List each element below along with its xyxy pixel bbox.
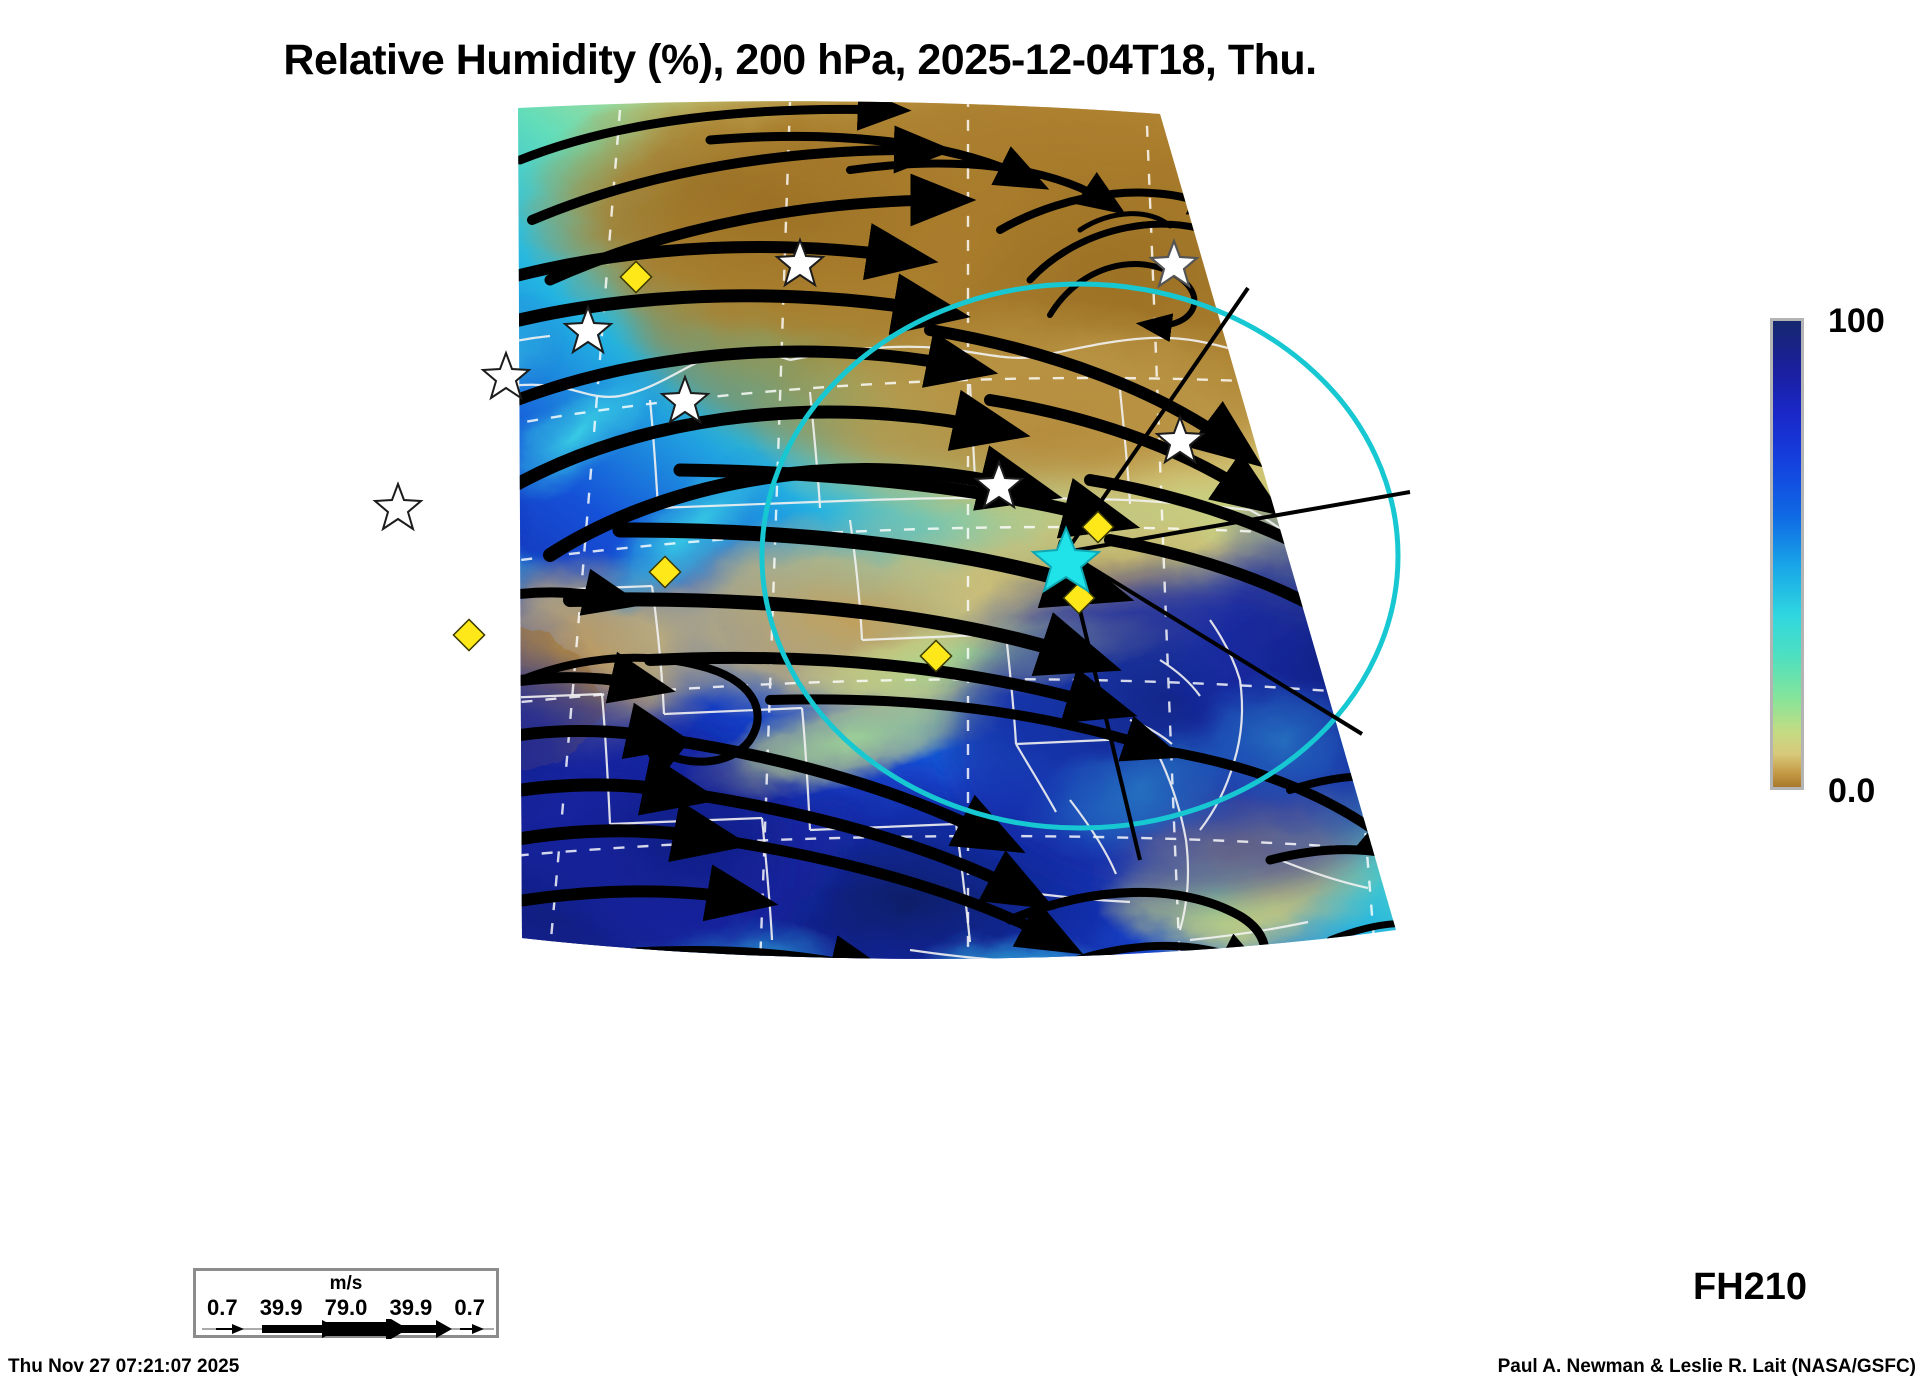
colorbar-max-label: 100 [1828,302,1885,340]
range-circle [759,281,1401,831]
open-star-marker[interactable] [1148,237,1200,289]
yellow-diamond-marker[interactable] [452,618,486,652]
wind-tick-labels: 0.7 39.9 79.0 39.9 0.7 [196,1295,496,1321]
author-credit: Paul A. Newman & Leslie R. Lait (NASA/GS… [1497,1356,1916,1377]
site-markers[interactable] [372,237,1206,673]
yellow-diamond-marker[interactable] [648,555,682,589]
white-star-marker[interactable] [372,237,1206,532]
wind-tick: 79.0 [324,1295,368,1320]
wind-tick: 39.9 [389,1295,433,1320]
forecast-hour-label: FH210 [1693,1266,1808,1308]
colorbar-gradient [1770,318,1804,790]
weather-map[interactable] [150,100,1530,1000]
yellow-diamond-marker[interactable] [1081,510,1115,544]
cyan-star-marker[interactable] [1030,525,1102,594]
yellow-diamond-marker[interactable] [619,260,653,294]
colorbar-min-label: 0.0 [1828,772,1876,810]
map-panel[interactable] [150,100,1530,1000]
wind-unit-label: m/s [329,1273,363,1294]
wind-arrow-scale [202,1319,494,1339]
page-title: Relative Humidity (%), 200 hPa, 2025-12-… [283,36,1317,84]
wind-tick: 39.9 [259,1295,303,1320]
generated-timestamp: Thu Nov 27 07:21:07 2025 [8,1356,240,1377]
colorbar [1770,318,1810,790]
yellow-diamond-marker[interactable] [919,639,953,673]
humidity-field [518,101,1396,959]
wind-speed-legend: m/s 0.7 39.9 79.0 39.9 0.7 [193,1268,499,1339]
wind-tick: 0.7 [207,1295,238,1320]
wind-tick: 0.7 [454,1295,485,1320]
